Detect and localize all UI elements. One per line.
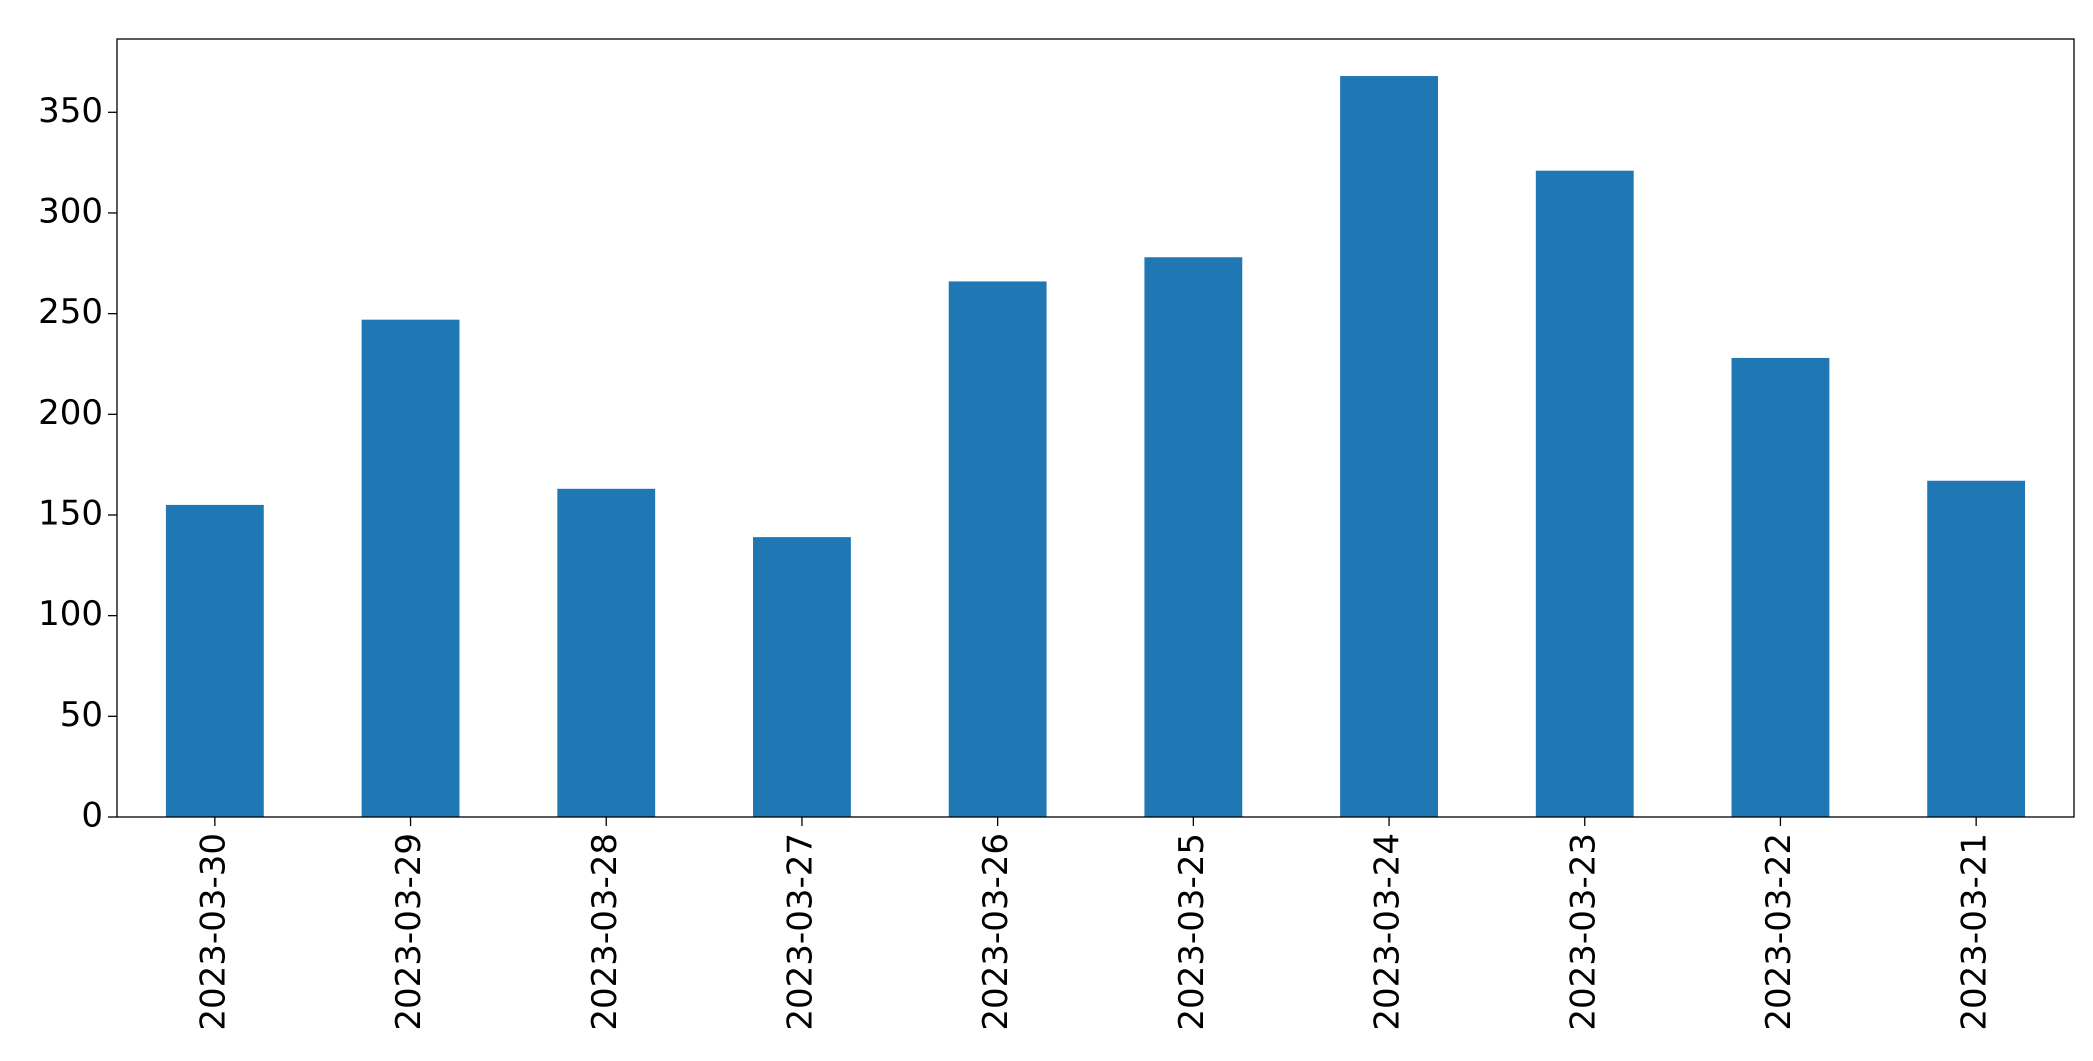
y-tick-label: 100 [38,594,103,634]
x-tick-label: 2023-03-24 [1368,833,1408,1031]
bar [1144,257,1243,817]
bar [165,504,264,817]
y-tick-label: 0 [81,796,103,836]
y-tick-label: 200 [38,393,103,433]
bar [361,319,460,817]
bar [557,488,656,817]
y-tick-label: 150 [38,493,103,533]
x-tick-label: 2023-03-25 [1172,833,1212,1031]
bar [1927,480,2026,817]
y-tick-label: 50 [60,695,103,735]
x-tick-label: 2023-03-21 [1955,833,1995,1031]
x-tick-label: 2023-03-30 [193,833,233,1031]
x-tick-label: 2023-03-27 [780,833,820,1031]
bar [948,281,1047,817]
bar [1535,170,1634,818]
y-tick-label: 350 [38,91,103,131]
y-tick-label: 300 [38,191,103,231]
bar [1340,76,1438,818]
bar [753,537,851,817]
bar [1731,357,1830,817]
x-tick-label: 2023-03-22 [1759,833,1799,1031]
x-tick-label: 2023-03-29 [389,833,429,1031]
x-tick-label: 2023-03-28 [585,833,625,1031]
x-tick-label: 2023-03-26 [976,833,1016,1031]
plot-frame [116,38,2075,818]
x-tick-label: 2023-03-23 [1563,833,1603,1031]
y-tick-label: 250 [38,292,103,332]
